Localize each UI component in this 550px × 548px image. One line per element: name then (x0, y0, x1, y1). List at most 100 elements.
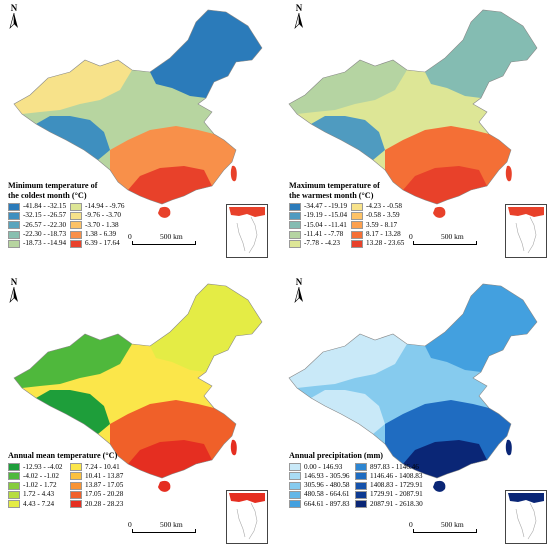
scale-bar: 0 500 km (128, 232, 198, 246)
climate-zone (311, 116, 385, 160)
legend-label: -1.02 - 1.72 (23, 481, 57, 490)
legend-label: 13.28 - 23.65 (366, 239, 405, 248)
legend-item: 8.17 - 13.28 (351, 230, 415, 239)
legend-swatch (289, 211, 301, 220)
legend-label: -7.78 - -4.23 (304, 239, 340, 248)
legend-swatch (351, 239, 363, 248)
china-border (288, 283, 538, 479)
legend-swatch (8, 239, 20, 248)
legend-item: 10.41 - 13.87 (70, 472, 134, 481)
legend-label: 0.00 - 146.93 (304, 462, 343, 471)
legend-item: 305.96 - 480.58 (289, 481, 353, 490)
legend-title: Maximum temperature of the warmest month… (289, 181, 380, 200)
legend-label: -26.57 - -22.30 (23, 220, 67, 229)
legend-item: -18.73 - -14.94 (8, 239, 68, 248)
legend-swatch (70, 500, 82, 509)
legend-item: 13.28 - 23.65 (351, 239, 415, 248)
legend-swatch (355, 500, 367, 509)
legend-swatch (8, 230, 20, 239)
climate-zone (128, 166, 212, 204)
legend-swatch (8, 472, 20, 481)
china-map-min-temp (13, 9, 263, 218)
legend-title: Annual precipitation (mm) (289, 451, 384, 460)
legend-label: -22.30 - -18.73 (23, 229, 67, 238)
legend-item: 20.28 - 28.23 (70, 500, 134, 509)
legend-label: 10.41 - 13.87 (85, 471, 124, 480)
legend-item: 664.61 - 897.83 (289, 500, 353, 509)
taiwan-island (230, 165, 237, 182)
legend-item: 1729.91 - 2087.91 (355, 490, 425, 500)
scale-bar: 0 500 km (409, 232, 479, 246)
legend: Annual precipitation (mm) 0.00 - 146.93 8… (289, 451, 425, 509)
legend-label: 1408.83 - 1729.91 (370, 481, 423, 490)
legend-item: 17.05 - 20.28 (70, 490, 134, 500)
north-arrow: N (6, 278, 22, 308)
legend-label: -4.02 - -1.02 (23, 471, 59, 480)
legend-item: -7.78 - -4.23 (289, 239, 349, 248)
china-map-annual-mean-temp (13, 283, 263, 492)
legend-swatch (70, 202, 82, 211)
legend-swatch (8, 211, 20, 220)
climate-zone (311, 390, 385, 434)
legend: Annual mean temperature (°C) -12.93 - -4… (8, 451, 134, 509)
legend-title: Minimum temperature of the coldest month… (8, 181, 98, 200)
legend-swatch (289, 202, 301, 211)
legend-item: -34.47 - -19.19 (289, 202, 349, 211)
legend-item: 2087.91 - 2618.30 (355, 500, 425, 509)
legend-item: 1408.83 - 1729.91 (355, 481, 425, 490)
taiwan-island (505, 165, 512, 182)
climate-zone (14, 334, 132, 388)
hainan-island (158, 480, 171, 492)
north-arrow: N (291, 4, 307, 34)
north-arrow: N (6, 4, 22, 34)
legend-item: 3.59 - 8.17 (351, 221, 415, 230)
legend-item: -3.70 - 1.38 (70, 221, 134, 230)
legend-label: -12.93 - -4.02 (23, 462, 63, 471)
legend-label: 664.61 - 897.83 (304, 499, 350, 508)
legend: Minimum temperature of the coldest month… (8, 181, 134, 248)
legend-label: 1729.91 - 2087.91 (370, 490, 423, 499)
climate-zone (289, 60, 407, 114)
inset-map (508, 207, 544, 254)
climate-zone (403, 440, 487, 478)
scale-bar: 0 500 km (128, 520, 198, 534)
map-panel-annual-mean-temp: N Annual mean temperature (°C) -12.93 - … (0, 274, 275, 548)
china-border (288, 9, 538, 205)
legend-label: -9.76 - -3.70 (85, 211, 121, 220)
legend-swatch (70, 230, 82, 239)
legend-swatch (355, 472, 367, 481)
legend-swatch (8, 481, 20, 490)
legend-label: 146.93 - 305.96 (304, 471, 350, 480)
taiwan-island (505, 439, 512, 456)
legend-swatch (70, 239, 82, 248)
inset-map (508, 493, 544, 540)
legend-label: 1.72 - 4.43 (23, 490, 55, 499)
map-panel-max-temp: N Maximum temperature of the warmest mon… (275, 0, 550, 274)
legend-label: 305.96 - 480.58 (304, 481, 350, 490)
climate-zone (289, 334, 407, 388)
china-map-annual-precip (288, 283, 538, 492)
legend-item: -11.41 - -7.78 (289, 230, 349, 239)
legend-label: -32.15 - -26.57 (23, 211, 67, 220)
legend-item: 1.72 - 4.43 (8, 490, 68, 500)
climate-zone (128, 440, 212, 478)
legend-item: 4.43 - 7.24 (8, 500, 68, 509)
legend-label: 13.87 - 17.05 (85, 481, 124, 490)
legend-item: -15.04 - -11.41 (289, 221, 349, 230)
legend-label: 1.38 - 6.39 (85, 229, 117, 238)
legend-label: 17.05 - 20.28 (85, 490, 124, 499)
legend-label: -19.19 - -15.04 (304, 211, 348, 220)
legend-item: -22.30 - -18.73 (8, 230, 68, 239)
legend-item: 0.00 - 146.93 (289, 463, 353, 472)
climate-zone (150, 10, 262, 98)
legend-swatch (70, 481, 82, 490)
china-border (13, 283, 263, 479)
south-china-sea-inset (505, 204, 547, 258)
climate-zone (425, 284, 537, 372)
north-arrow: N (291, 278, 307, 308)
legend-label: 4.43 - 7.24 (23, 499, 55, 508)
legend-swatch (8, 221, 20, 230)
north-arrow-icon (9, 12, 18, 30)
legend-label: 897.83 - 1146.46 (370, 462, 419, 471)
legend-swatch (351, 230, 363, 239)
